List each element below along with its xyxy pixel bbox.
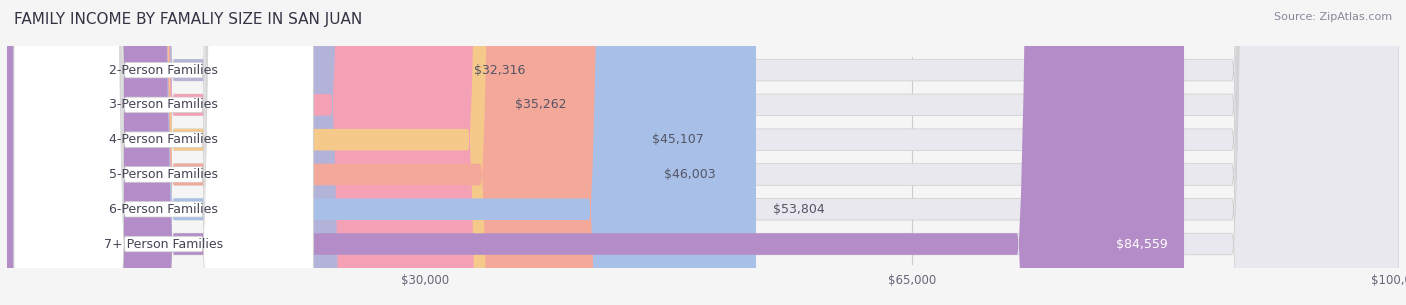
Text: $53,804: $53,804 — [773, 203, 824, 216]
FancyBboxPatch shape — [7, 0, 636, 305]
FancyBboxPatch shape — [7, 0, 1399, 305]
Text: $84,559: $84,559 — [1115, 238, 1167, 250]
Text: Source: ZipAtlas.com: Source: ZipAtlas.com — [1274, 12, 1392, 22]
FancyBboxPatch shape — [7, 0, 647, 305]
FancyBboxPatch shape — [7, 0, 1184, 305]
FancyBboxPatch shape — [14, 0, 314, 305]
Text: 7+ Person Families: 7+ Person Families — [104, 238, 224, 250]
FancyBboxPatch shape — [7, 0, 756, 305]
Text: $32,316: $32,316 — [474, 64, 524, 77]
Text: $35,262: $35,262 — [515, 99, 567, 111]
FancyBboxPatch shape — [7, 0, 498, 305]
Text: $46,003: $46,003 — [664, 168, 716, 181]
FancyBboxPatch shape — [7, 0, 1399, 305]
FancyBboxPatch shape — [7, 0, 1399, 305]
Text: 5-Person Families: 5-Person Families — [110, 168, 218, 181]
Text: 6-Person Families: 6-Person Families — [110, 203, 218, 216]
Text: 4-Person Families: 4-Person Families — [110, 133, 218, 146]
FancyBboxPatch shape — [7, 0, 457, 305]
Text: 3-Person Families: 3-Person Families — [110, 99, 218, 111]
FancyBboxPatch shape — [14, 0, 314, 305]
FancyBboxPatch shape — [14, 0, 314, 305]
FancyBboxPatch shape — [14, 0, 314, 305]
FancyBboxPatch shape — [7, 0, 1399, 305]
Text: 2-Person Families: 2-Person Families — [110, 64, 218, 77]
FancyBboxPatch shape — [14, 0, 314, 305]
FancyBboxPatch shape — [7, 0, 1399, 305]
Text: FAMILY INCOME BY FAMALIY SIZE IN SAN JUAN: FAMILY INCOME BY FAMALIY SIZE IN SAN JUA… — [14, 12, 363, 27]
FancyBboxPatch shape — [14, 0, 314, 305]
FancyBboxPatch shape — [7, 0, 1399, 305]
Text: $45,107: $45,107 — [651, 133, 703, 146]
